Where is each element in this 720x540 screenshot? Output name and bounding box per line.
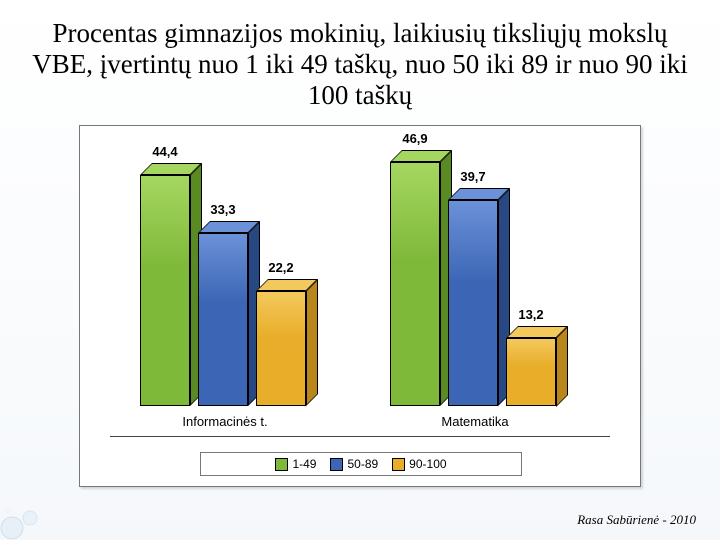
value-label: 22,2 bbox=[251, 260, 311, 275]
bar-group: 46,939,713,2 bbox=[390, 146, 600, 406]
plot-area: 44,433,322,246,939,713,2 bbox=[110, 146, 610, 406]
value-label: 13,2 bbox=[501, 307, 561, 322]
legend-label: 50-89 bbox=[347, 457, 378, 471]
slide-title: Procentas gimnazijos mokinių, laikiusių … bbox=[0, 0, 720, 115]
bar: 46,9 bbox=[390, 162, 440, 406]
slide: Procentas gimnazijos mokinių, laikiusių … bbox=[0, 0, 720, 540]
category-label: Matematika bbox=[370, 414, 580, 429]
bar-group: 44,433,322,2 bbox=[140, 146, 350, 406]
bar: 33,3 bbox=[198, 233, 248, 406]
value-label: 46,9 bbox=[385, 131, 445, 146]
legend-swatch bbox=[275, 458, 288, 471]
legend-label: 1-49 bbox=[292, 457, 316, 471]
legend-swatch bbox=[392, 458, 405, 471]
chart-container: 44,433,322,246,939,713,2 Informacinės t.… bbox=[79, 125, 641, 487]
bar: 39,7 bbox=[448, 200, 498, 406]
value-label: 39,7 bbox=[443, 169, 503, 184]
legend-label: 90-100 bbox=[409, 457, 446, 471]
footer-credit: Rasa Sabūrienė - 2010 bbox=[577, 512, 696, 528]
legend-item: 90-100 bbox=[392, 457, 446, 471]
bar: 22,2 bbox=[256, 291, 306, 406]
legend: 1-49 50-89 90-100 bbox=[200, 452, 522, 476]
bar: 44,4 bbox=[140, 175, 190, 406]
x-axis-labels: Informacinės t. Matematika bbox=[110, 414, 610, 434]
category-label: Informacinės t. bbox=[120, 414, 330, 429]
value-label: 44,4 bbox=[135, 144, 195, 159]
corner-decoration bbox=[0, 480, 60, 540]
value-label: 33,3 bbox=[193, 202, 253, 217]
legend-item: 50-89 bbox=[330, 457, 378, 471]
legend-swatch bbox=[330, 458, 343, 471]
bar: 13,2 bbox=[506, 338, 556, 407]
axis-separator bbox=[110, 436, 610, 437]
legend-item: 1-49 bbox=[275, 457, 316, 471]
